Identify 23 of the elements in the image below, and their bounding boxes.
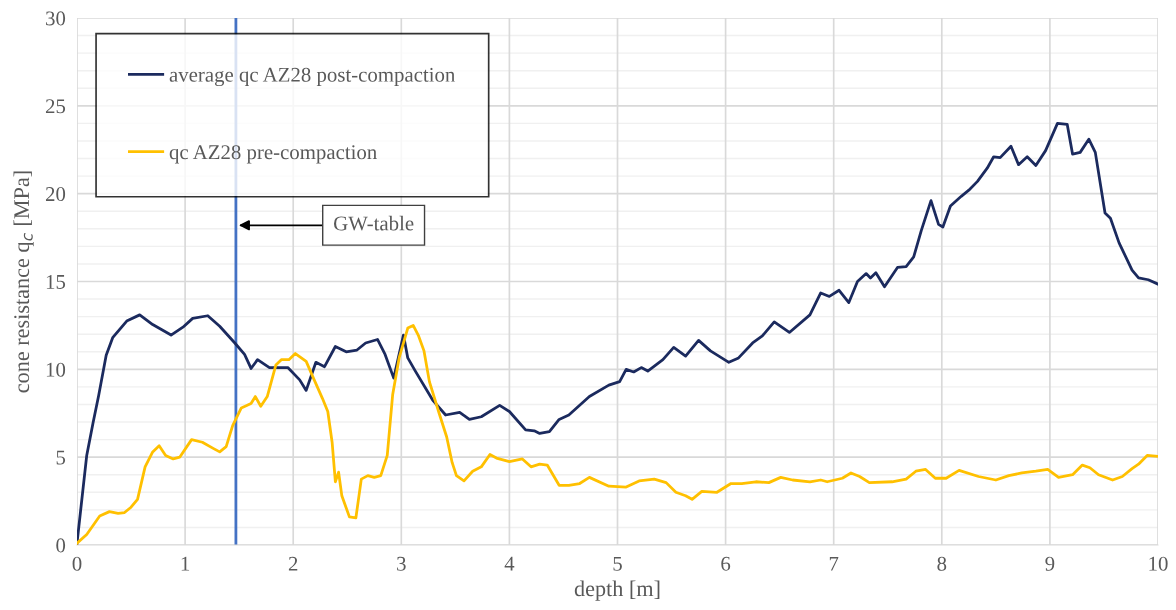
y-tick-label: 30: [46, 11, 66, 26]
y-tick-label: 5: [56, 450, 66, 465]
x-tick-label: 1: [181, 556, 190, 571]
x-tick-label: 5: [613, 556, 622, 571]
x-tick-label: 6: [721, 556, 731, 571]
y-axis-title: cone resistance q$_{c}$ [MPa]: [13, 171, 34, 393]
x-tick-label: 7: [829, 556, 839, 571]
x-axis-title: depth [m]: [574, 580, 660, 601]
x-tick-label: 10: [1149, 556, 1168, 571]
y-tick-label: 15: [46, 274, 66, 289]
x-tick-label: 4: [504, 556, 515, 571]
x-tick-label: 0: [72, 556, 82, 571]
x-tick-label: 3: [397, 556, 406, 571]
legend-label: qc AZ28 pre-compaction: [169, 145, 377, 164]
annotation: GW-table: [333, 215, 414, 231]
x-tick-label: 2: [288, 556, 298, 571]
y-tick-label: 20: [45, 187, 66, 202]
y-tick-label: 25: [45, 99, 66, 114]
y-tick-label: 10: [46, 362, 66, 377]
x-tick-label: 9: [1045, 556, 1055, 571]
y-tick-label: 0: [56, 538, 66, 553]
legend-label: average qc AZ28 post-compaction: [169, 67, 456, 87]
x-tick-label: 8: [937, 556, 947, 571]
